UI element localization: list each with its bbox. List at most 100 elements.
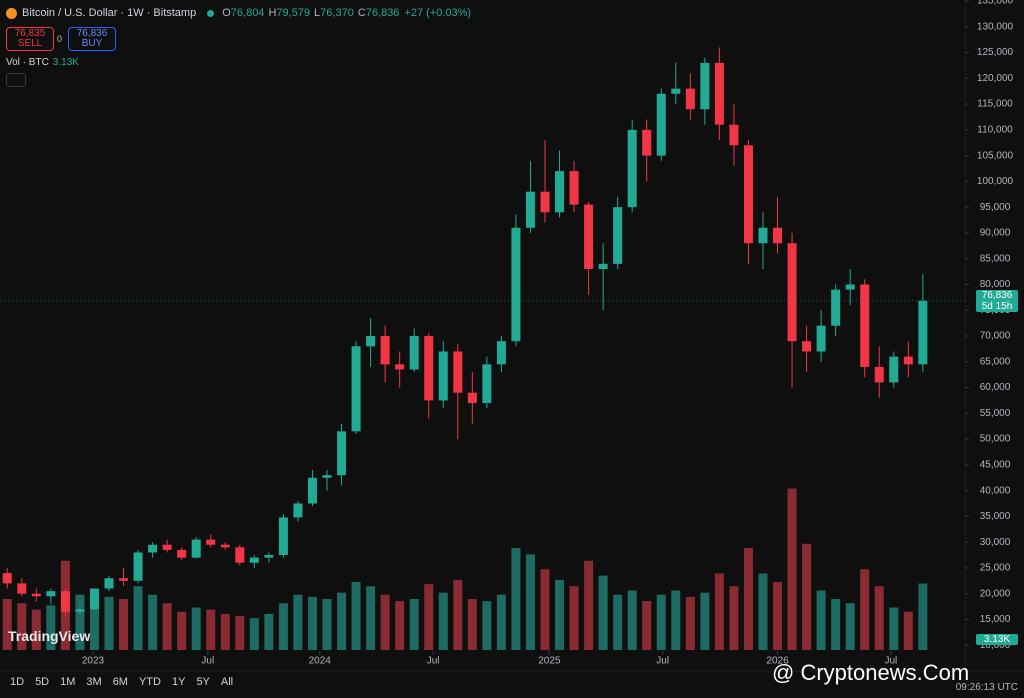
volume-bar [555, 579, 565, 650]
price-tag: 76,836 5d 15h [976, 289, 1018, 312]
buy-price: 76,836 [76, 28, 108, 39]
candle-body [366, 336, 376, 347]
candle-body [467, 392, 477, 403]
candle-body [220, 544, 230, 548]
logo: TradingView [8, 628, 91, 644]
y-tick-label: 40,000 [980, 485, 1011, 496]
volume-bar [351, 582, 361, 650]
buy-button[interactable]: 76,836 BUY [68, 27, 116, 51]
y-tick-label: 35,000 [980, 511, 1011, 522]
candle-body [264, 555, 274, 558]
legend-item: C76,836 [358, 7, 400, 19]
volume-bar [17, 603, 27, 650]
candle-body [569, 171, 579, 205]
sell-button[interactable]: 76,835 SELL [6, 27, 54, 51]
y-tick-label: 130,000 [977, 21, 1014, 32]
candle-body [409, 336, 419, 370]
candle-body [685, 88, 695, 110]
volume-bar [540, 569, 550, 650]
coin-icon [6, 7, 17, 19]
volume-bar [337, 592, 347, 650]
status-dot [207, 9, 215, 17]
volume-bar [46, 605, 56, 650]
candle-body [656, 93, 666, 156]
volume-bar [482, 601, 492, 650]
candle-body [874, 366, 884, 383]
candle-body [380, 336, 390, 365]
timeframe-button[interactable]: 1Y [171, 676, 186, 688]
collapse-button[interactable] [6, 73, 26, 87]
candle-body [395, 364, 405, 370]
candle-body [918, 300, 928, 365]
candle-body [249, 557, 259, 563]
spread: 0 [57, 34, 63, 44]
volume-bar [177, 611, 187, 650]
candle-body [133, 552, 143, 581]
candle-body [496, 341, 506, 365]
volume-bar [889, 607, 899, 650]
volume-bar [307, 596, 317, 650]
y-tick-label: 110,000 [977, 124, 1013, 135]
y-tick-label: 90,000 [980, 228, 1011, 239]
volume-bar [322, 599, 332, 650]
timeframe-button[interactable]: 5Y [196, 676, 210, 688]
candle-body [60, 591, 70, 612]
volume-bar [148, 594, 158, 650]
candle-body [613, 207, 623, 264]
volume-bar [409, 599, 419, 650]
volume-bar [249, 618, 259, 650]
x-tick-label: Jul [201, 656, 214, 667]
candle-body [743, 145, 753, 244]
candle-body [148, 544, 158, 553]
volume-bar [89, 601, 99, 650]
candle-body [191, 539, 201, 558]
candle-body [482, 364, 492, 403]
candle-body [700, 62, 710, 110]
timeframe-button[interactable]: All [220, 676, 234, 688]
y-tick-label: 115,000 [977, 99, 1013, 110]
x-tick-label: 2023 [82, 656, 105, 667]
sell-label: SELL [17, 38, 43, 49]
legend-prefix: L [314, 7, 321, 19]
y-tick-label: 65,000 [980, 356, 1011, 367]
buy-label: BUY [81, 38, 103, 49]
x-tick-label: Jul [656, 656, 669, 667]
candle-body [89, 588, 99, 610]
volume-tag: 3.13K [976, 634, 1018, 645]
candle-body [104, 578, 114, 589]
candle-body [453, 351, 463, 393]
legend-item: O76,804 [222, 7, 264, 19]
y-tick-label: 100,000 [977, 176, 1014, 187]
volume-bar [802, 543, 812, 650]
volume-bar [714, 573, 724, 650]
y-tick-label: 60,000 [980, 382, 1011, 393]
candle-body [235, 547, 245, 563]
volume-bar [903, 611, 913, 650]
legend-item: H79,579 [268, 7, 310, 19]
volume-bar [773, 582, 783, 650]
timeframe-button[interactable]: 5D [35, 676, 50, 688]
candle-body [903, 356, 913, 365]
price-tag-value: 76,836 [981, 289, 1013, 301]
volume-bar [2, 599, 12, 650]
y-tick-label: 70,000 [980, 331, 1011, 342]
candle-body [845, 284, 855, 290]
volume-bar [598, 575, 608, 650]
volume-bar [119, 599, 129, 650]
candle-body [17, 583, 27, 594]
timeframe-button[interactable]: 6M [112, 676, 128, 688]
timeframe-button[interactable]: 1M [60, 676, 76, 688]
candle-body [729, 124, 739, 146]
candle-body [860, 284, 870, 367]
candle-body [46, 591, 56, 597]
volume-bar [366, 586, 376, 650]
timeframe-button[interactable]: 1D [10, 676, 25, 688]
volume-bar [831, 599, 841, 650]
timeframe-button[interactable]: YTD [138, 676, 161, 688]
y-tick-label: 135,000 [977, 0, 1014, 7]
volume-bar [874, 586, 884, 650]
timeframe-button[interactable]: 3M [86, 676, 102, 688]
candle-body [511, 227, 521, 342]
